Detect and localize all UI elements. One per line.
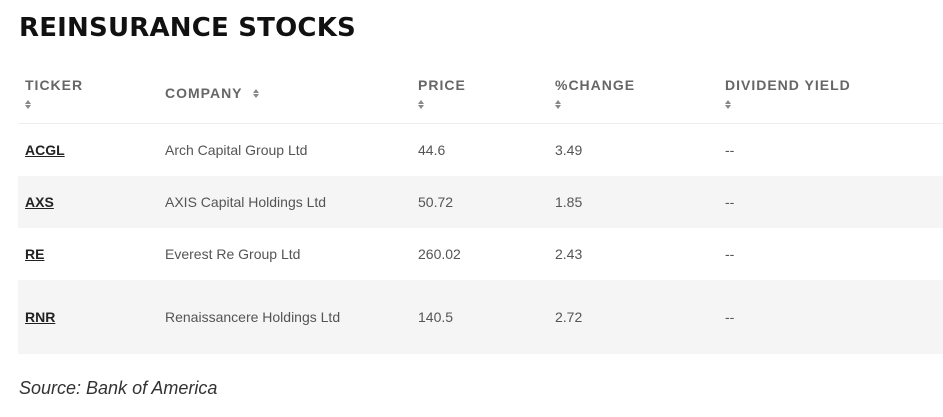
column-header-label: COMPANY bbox=[165, 84, 243, 101]
column-header-label: PRICE bbox=[418, 76, 466, 93]
table-header-row: TICKER COMPANY PRICE %CHANGE DIVIDEND YI… bbox=[18, 62, 943, 124]
column-header-dividend-yield[interactable]: DIVIDEND YIELD bbox=[725, 62, 943, 124]
sort-icon[interactable] bbox=[555, 100, 562, 110]
column-header-label: DIVIDEND YIELD bbox=[725, 76, 851, 93]
company-name: Arch Capital Group Ltd bbox=[165, 142, 308, 158]
price-cell: 260.02 bbox=[418, 246, 461, 262]
table-row: AXS AXIS Capital Holdings Ltd 50.72 1.85… bbox=[18, 176, 943, 228]
source-note: Source: Bank of America bbox=[19, 378, 218, 398]
price-cell: 140.5 bbox=[418, 280, 555, 354]
dividend-yield-cell: -- bbox=[725, 246, 735, 262]
column-header-ticker[interactable]: TICKER bbox=[18, 62, 165, 124]
column-header-change[interactable]: %CHANGE bbox=[555, 62, 725, 124]
price-cell: 44.6 bbox=[418, 142, 446, 158]
change-cell: 2.72 bbox=[555, 280, 725, 354]
ticker-link[interactable]: AXS bbox=[25, 194, 54, 210]
dividend-yield-cell: -- bbox=[725, 176, 943, 228]
change-cell: 3.49 bbox=[555, 142, 583, 158]
dividend-yield-cell: -- bbox=[725, 142, 735, 158]
page-title: REINSURANCE STOCKS bbox=[19, 13, 356, 43]
ticker-link[interactable]: RE bbox=[25, 246, 45, 262]
change-cell: 1.85 bbox=[555, 176, 725, 228]
sort-icon[interactable] bbox=[418, 100, 425, 110]
sort-icon[interactable] bbox=[253, 89, 260, 99]
column-header-price[interactable]: PRICE bbox=[418, 62, 555, 124]
table-row: RE Everest Re Group Ltd 260.02 2.43 -- bbox=[18, 228, 943, 280]
column-header-label: %CHANGE bbox=[555, 76, 636, 93]
table-row: RNR Renaissancere Holdings Ltd 140.5 2.7… bbox=[18, 280, 943, 354]
dividend-yield-cell: -- bbox=[725, 280, 943, 354]
company-name: Renaissancere Holdings Ltd bbox=[165, 309, 341, 325]
stocks-table: TICKER COMPANY PRICE %CHANGE DIVIDEND YI… bbox=[18, 62, 943, 354]
sort-icon[interactable] bbox=[725, 100, 732, 110]
company-name: Everest Re Group Ltd bbox=[165, 246, 301, 262]
column-header-label: TICKER bbox=[25, 76, 84, 93]
ticker-link[interactable]: RNR bbox=[25, 309, 56, 325]
column-header-company[interactable]: COMPANY bbox=[165, 62, 418, 124]
company-name: AXIS Capital Holdings Ltd bbox=[165, 194, 327, 210]
table-row: ACGL Arch Capital Group Ltd 44.6 3.49 -- bbox=[18, 124, 943, 177]
ticker-link[interactable]: ACGL bbox=[25, 142, 65, 158]
price-cell: 50.72 bbox=[418, 176, 555, 228]
change-cell: 2.43 bbox=[555, 246, 583, 262]
sort-icon[interactable] bbox=[25, 100, 32, 110]
